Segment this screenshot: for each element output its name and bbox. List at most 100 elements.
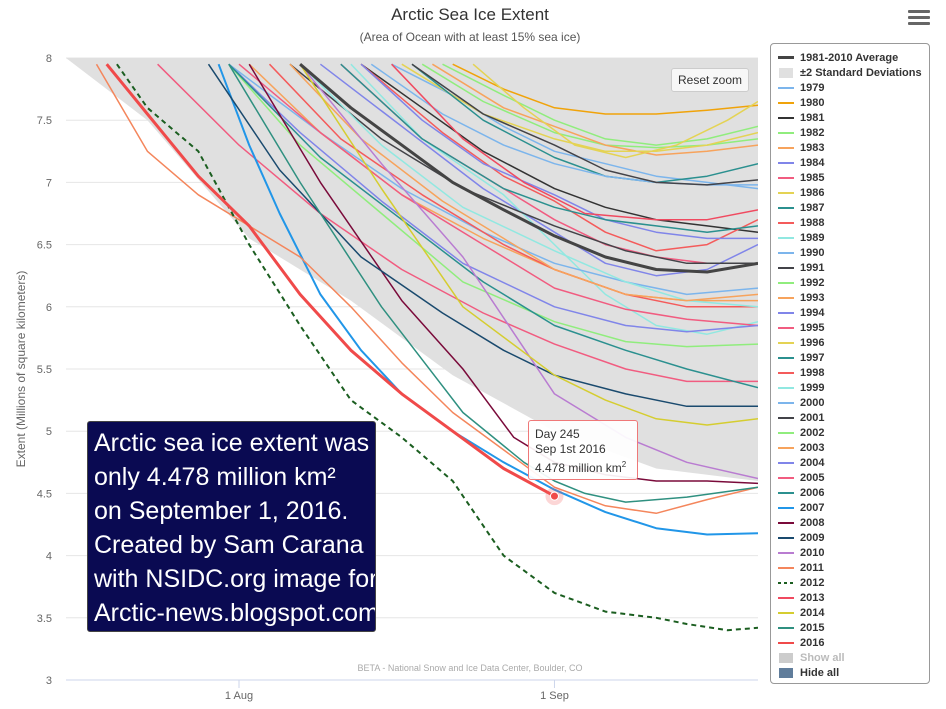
legend-symbol <box>778 533 794 543</box>
series-line-2010 <box>299 63 758 480</box>
legend-label: Hide all <box>800 666 840 679</box>
hamburger-menu-icon[interactable] <box>908 10 930 28</box>
legend-item-1995[interactable]: 1995 <box>778 320 929 335</box>
y-tick-label: 5.5 <box>37 364 52 376</box>
legend-item-2010[interactable]: 2010 <box>778 545 929 560</box>
series-line-2013 <box>391 63 758 221</box>
annotation-box: Arctic sea ice extent was only 4.478 mil… <box>87 421 376 632</box>
legend-label: 1992 <box>800 276 825 289</box>
legend-item-2004[interactable]: 2004 <box>778 455 929 470</box>
legend-item-2006[interactable]: 2006 <box>778 485 929 500</box>
x-tick-label: 1 Sep <box>540 690 569 702</box>
series-line-1980 <box>452 63 758 115</box>
legend-item-2000[interactable]: 2000 <box>778 395 929 410</box>
legend-label: 2002 <box>800 426 825 439</box>
legend-symbol <box>778 473 794 483</box>
legend-symbol <box>778 413 794 423</box>
legend-item-1981[interactable]: 1981 <box>778 110 929 125</box>
legend-item-2001[interactable]: 2001 <box>778 410 929 425</box>
legend-item-2005[interactable]: 2005 <box>778 470 929 485</box>
annotation-line-1: Arctic sea ice extent was <box>94 429 370 457</box>
legend-item-1999[interactable]: 1999 <box>778 380 929 395</box>
legend-item-1996[interactable]: 1996 <box>778 335 929 350</box>
legend-label: 2009 <box>800 531 825 544</box>
legend-item-1990[interactable]: 1990 <box>778 245 929 260</box>
legend-hide-all-button[interactable]: Hide all <box>778 665 929 680</box>
legend-symbol <box>778 67 794 78</box>
legend-symbol <box>778 398 794 408</box>
legend-label: 2005 <box>800 471 825 484</box>
legend-item-2013[interactable]: 2013 <box>778 590 929 605</box>
legend-item-std-dev[interactable]: ±2 Standard Deviations <box>778 65 929 80</box>
legend-symbol <box>778 308 794 318</box>
legend-label: 2011 <box>800 561 824 574</box>
legend-show-all-button[interactable]: Show all <box>778 650 929 665</box>
legend-item-1987[interactable]: 1987 <box>778 200 929 215</box>
legend-item-2012[interactable]: 2012 <box>778 575 929 590</box>
legend-symbol <box>778 638 794 648</box>
y-tick-label: 6.5 <box>37 240 52 252</box>
series-line-2009 <box>207 63 758 408</box>
legend-item-2011[interactable]: 2011 <box>778 560 929 575</box>
legend-symbol <box>778 248 794 258</box>
legend-label: 2003 <box>800 441 825 454</box>
legend-symbol <box>778 667 794 678</box>
legend-label: 1981-2010 Average <box>800 51 899 64</box>
series-line-2002 <box>228 63 758 348</box>
tooltip-value-sup: 2 <box>621 460 627 469</box>
legend-label: 1998 <box>800 366 825 379</box>
legend-symbol <box>778 233 794 243</box>
legend-item-1983[interactable]: 1983 <box>778 140 929 155</box>
annotation-line-4: Created by Sam Carana <box>94 531 364 559</box>
series-line-1981 <box>360 63 758 233</box>
legend-label: 2000 <box>800 396 825 409</box>
legend-item-2016[interactable]: 2016 <box>778 635 929 650</box>
legend-item-1989[interactable]: 1989 <box>778 230 929 245</box>
highlight-point <box>549 491 559 501</box>
series-line-1996 <box>472 63 758 159</box>
legend-label: 1997 <box>800 351 825 364</box>
legend-symbol <box>778 563 794 573</box>
legend-item-2003[interactable]: 2003 <box>778 440 929 455</box>
legend-item-1979[interactable]: 1979 <box>778 80 929 95</box>
legend-label: 1984 <box>800 156 825 169</box>
legend-item-1982[interactable]: 1982 <box>778 125 929 140</box>
legend-item-1998[interactable]: 1998 <box>778 365 929 380</box>
legend-item-1993[interactable]: 1993 <box>778 290 929 305</box>
legend-item-2009[interactable]: 2009 <box>778 530 929 545</box>
legend-label: 2015 <box>800 621 825 634</box>
series-line-1991 <box>289 63 758 265</box>
legend-item-2008[interactable]: 2008 <box>778 515 929 530</box>
legend-symbol <box>778 518 794 528</box>
legend-item-average[interactable]: 1981-2010 Average <box>778 50 929 65</box>
legend-item-1986[interactable]: 1986 <box>778 185 929 200</box>
legend-item-1994[interactable]: 1994 <box>778 305 929 320</box>
legend-label: 1985 <box>800 171 825 184</box>
legend-item-1991[interactable]: 1991 <box>778 260 929 275</box>
legend-item-1985[interactable]: 1985 <box>778 170 929 185</box>
legend-label: 2016 <box>800 636 825 649</box>
legend: 1981-2010 Average ±2 Standard Deviations 1… <box>770 43 930 684</box>
legend-label: 1994 <box>800 306 825 319</box>
legend-item-1997[interactable]: 1997 <box>778 350 929 365</box>
y-tick-label: 7.5 <box>37 115 52 127</box>
legend-item-1988[interactable]: 1988 <box>778 215 929 230</box>
series-line-2016 <box>105 63 556 498</box>
legend-item-2014[interactable]: 2014 <box>778 605 929 620</box>
legend-item-2015[interactable]: 2015 <box>778 620 929 635</box>
legend-symbol <box>778 593 794 603</box>
legend-item-1984[interactable]: 1984 <box>778 155 929 170</box>
series-line-1983 <box>432 63 758 156</box>
legend-item-1980[interactable]: 1980 <box>778 95 929 110</box>
legend-item-1992[interactable]: 1992 <box>778 275 929 290</box>
legend-label: Show all <box>800 651 845 664</box>
legend-item-2002[interactable]: 2002 <box>778 425 929 440</box>
legend-symbol <box>778 458 794 468</box>
legend-item-2007[interactable]: 2007 <box>778 500 929 515</box>
reset-zoom-button[interactable]: Reset zoom <box>671 68 749 92</box>
tooltip-date: Sep 1st 2016 <box>535 442 606 456</box>
legend-symbol <box>778 158 794 168</box>
legend-label: 2014 <box>800 606 825 619</box>
series-line-1981-2010-average <box>299 63 758 274</box>
series-line-1995 <box>238 63 758 327</box>
